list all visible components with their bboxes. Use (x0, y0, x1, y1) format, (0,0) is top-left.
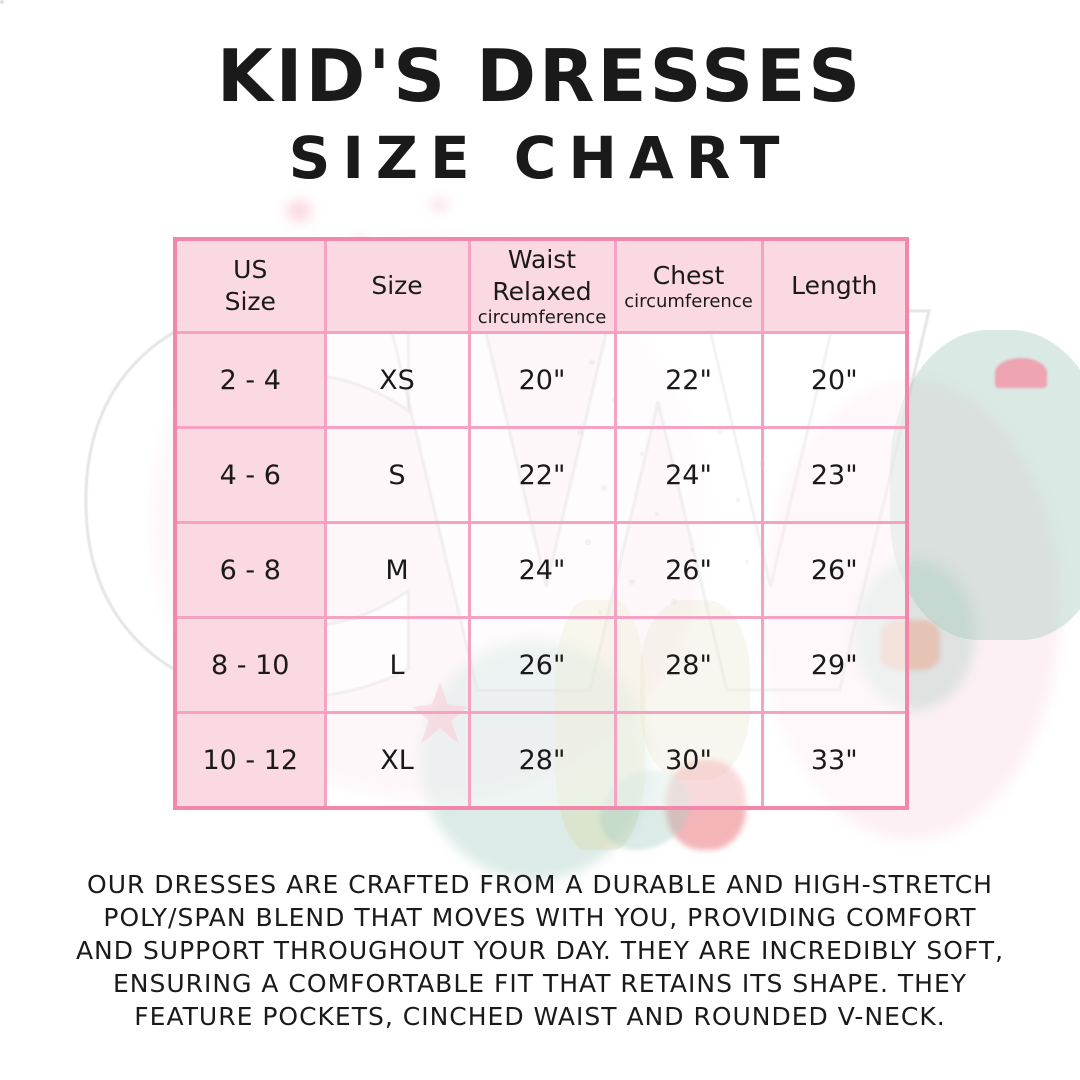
chest-cell: 22" (613, 331, 764, 429)
us-size-cell: 8 - 10 (173, 616, 327, 714)
header-line: Relaxed (492, 277, 592, 306)
size-cell: L (323, 616, 471, 714)
size-cell: S (323, 426, 471, 524)
description-line: AND SUPPORT THROUGHOUT YOUR DAY. THEY AR… (75, 936, 1005, 965)
description-paragraph: OUR DRESSES ARE CRAFTED FROM A DURABLE A… (35, 868, 1045, 1033)
cactus-watermark (890, 330, 1080, 640)
length-cell: 20" (760, 331, 909, 429)
column-header-length: Length (760, 237, 909, 334)
us-size-cell: 10 - 12 (173, 711, 327, 810)
column-header-chest: Chest circumference (613, 237, 764, 334)
chest-cell: 30" (613, 711, 764, 810)
column-header-us-size: US Size (173, 237, 327, 334)
length-cell: 33" (760, 711, 909, 810)
header-line: Size (224, 287, 276, 316)
size-cell: M (323, 521, 471, 619)
size-chart-wrapper: US Size Size Waist Relaxed circumference… (173, 237, 909, 810)
table-row: 10 - 12 XL 28" 30" 33" (173, 711, 909, 810)
header-line: Length (791, 271, 878, 300)
waist-cell: 24" (467, 521, 617, 619)
waist-cell: 28" (467, 711, 617, 810)
waist-cell: 20" (467, 331, 617, 429)
us-size-cell: 4 - 6 (173, 426, 327, 524)
cactus-flower-watermark (995, 358, 1047, 388)
header-row: US Size Size Waist Relaxed circumference… (173, 237, 909, 334)
size-cell: XS (323, 331, 471, 429)
length-cell: 26" (760, 521, 909, 619)
us-size-cell: 2 - 4 (173, 331, 327, 429)
column-header-size: Size (323, 237, 471, 334)
description-line: ENSURING A COMFORTABLE FIT THAT RETAINS … (112, 969, 968, 998)
header-line: Waist (507, 245, 577, 274)
us-size-cell: 6 - 8 (173, 521, 327, 619)
chest-cell: 24" (613, 426, 764, 524)
column-header-waist: Waist Relaxed circumference (467, 237, 617, 334)
waist-cell: 22" (467, 426, 617, 524)
header-line: US (233, 255, 268, 284)
title-block: KID'S DRESSES SIZE CHART (0, 0, 1080, 188)
speckle-texture (0, 0, 4, 4)
size-chart-table: US Size Size Waist Relaxed circumference… (173, 237, 909, 810)
size-cell: XL (323, 711, 471, 810)
header-line: Chest (652, 261, 725, 290)
description-line: OUR DRESSES ARE CRAFTED FROM A DURABLE A… (87, 870, 993, 899)
length-cell: 29" (760, 616, 909, 714)
waist-cell: 26" (467, 616, 617, 714)
page-title: KID'S DRESSES (216, 34, 864, 118)
pink-splatter-dot (430, 198, 448, 212)
page-subtitle: SIZE CHART (288, 124, 792, 192)
header-subline: circumference (477, 307, 607, 328)
table-row: 2 - 4 XS 20" 22" 20" (173, 331, 909, 429)
description-line: POLY/SPAN BLEND THAT MOVES WITH YOU, PRO… (103, 903, 977, 932)
table-row: 6 - 8 M 24" 26" 26" (173, 521, 909, 619)
chest-cell: 28" (613, 616, 764, 714)
header-subline: circumference (624, 291, 753, 312)
pink-splatter-dot (286, 200, 312, 222)
header-line: Size (371, 271, 423, 300)
table-row: 4 - 6 S 22" 24" 23" (173, 426, 909, 524)
description-line: FEATURE POCKETS, CINCHED WAIST AND ROUND… (134, 1002, 946, 1031)
length-cell: 23" (760, 426, 909, 524)
chest-cell: 26" (613, 521, 764, 619)
table-row: 8 - 10 L 26" 28" 29" (173, 616, 909, 714)
